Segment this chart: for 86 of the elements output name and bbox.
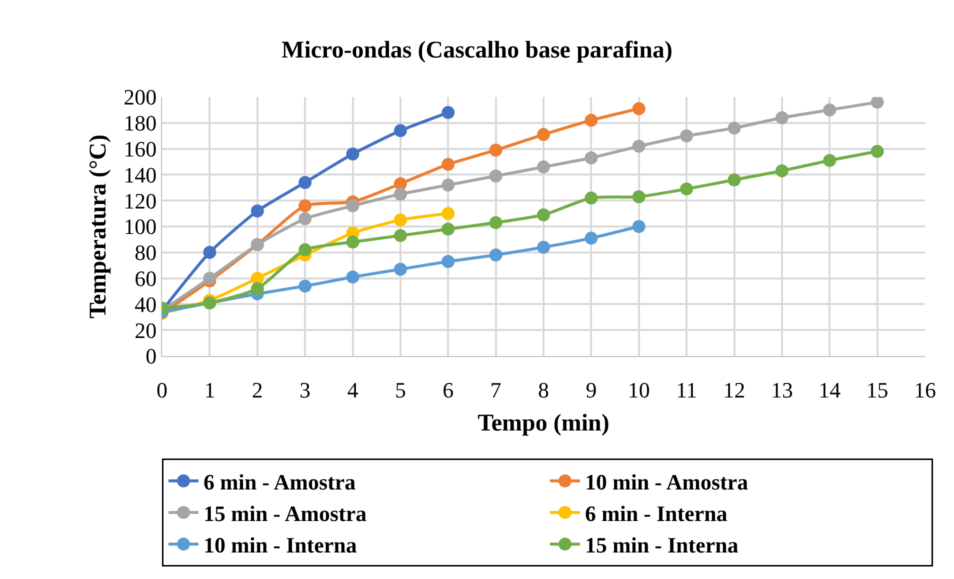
x-tick-label: 10 xyxy=(628,377,650,402)
point xyxy=(728,173,741,186)
x-tick-label: 6 xyxy=(442,377,454,402)
point xyxy=(346,147,360,160)
point xyxy=(537,160,550,174)
point xyxy=(203,246,216,259)
point xyxy=(442,222,455,236)
point xyxy=(489,216,502,230)
point xyxy=(680,129,694,142)
point xyxy=(584,232,598,245)
point xyxy=(298,199,312,212)
point xyxy=(728,122,741,135)
point xyxy=(442,207,455,220)
y-tick-label: 120 xyxy=(124,188,157,214)
point xyxy=(298,243,312,256)
point xyxy=(775,164,788,178)
point xyxy=(298,212,312,226)
x-tick-label: 9 xyxy=(586,377,597,402)
point xyxy=(680,182,694,196)
point xyxy=(298,176,312,189)
legend-label: 10 min - Amostra xyxy=(585,469,748,494)
legend-label: 6 min - Interna xyxy=(585,501,728,526)
point xyxy=(394,124,407,138)
point xyxy=(632,140,646,153)
point xyxy=(203,272,216,285)
point xyxy=(870,97,884,109)
y-axis-title: Temperatura (°C) xyxy=(86,134,112,319)
y-tick-label: 140 xyxy=(124,162,157,188)
point xyxy=(632,220,646,233)
legend-label: 15 min - Amostra xyxy=(204,501,367,526)
point xyxy=(394,214,407,227)
y-tick-label: 0 xyxy=(146,344,157,369)
y-tick-label: 200 xyxy=(124,84,157,110)
point xyxy=(632,190,646,204)
y-tick-label: 60 xyxy=(134,266,157,291)
point xyxy=(442,158,455,171)
x-tick-label: 2 xyxy=(252,377,263,402)
point xyxy=(537,208,550,222)
y-tick-label: 40 xyxy=(134,292,157,317)
x-tick-label: 4 xyxy=(347,377,358,402)
x-tick-label: 1 xyxy=(204,377,216,402)
point xyxy=(489,248,502,262)
x-tick-label: 11 xyxy=(676,377,698,402)
y-tick-label: 80 xyxy=(134,240,157,266)
x-tick-label: 8 xyxy=(538,377,549,402)
x-tick-label: 5 xyxy=(394,377,406,402)
point xyxy=(584,114,598,127)
x-tick-label: 15 xyxy=(866,377,888,402)
x-tick-label: 12 xyxy=(723,377,746,402)
y-tick-label: 160 xyxy=(124,136,157,162)
legend-label: 10 min - Interna xyxy=(204,532,357,558)
point xyxy=(584,151,598,164)
point xyxy=(442,254,455,268)
point xyxy=(537,240,550,254)
point xyxy=(250,282,264,296)
chart-title: Micro-ondas (Cascalho base parafina) xyxy=(282,38,672,64)
x-tick-label: 7 xyxy=(490,377,502,402)
point xyxy=(346,270,360,284)
x-tick-label: 3 xyxy=(300,377,311,402)
legend-label: 15 min - Interna xyxy=(585,532,738,558)
point xyxy=(584,192,598,205)
point xyxy=(250,204,264,218)
point xyxy=(823,103,836,116)
point xyxy=(442,106,455,120)
point xyxy=(442,178,455,192)
x-tick-label: 13 xyxy=(770,377,793,402)
point xyxy=(394,188,407,201)
point xyxy=(394,229,407,242)
x-tick-label: 16 xyxy=(914,377,936,402)
point xyxy=(489,170,502,182)
point xyxy=(346,199,360,212)
point xyxy=(632,102,646,116)
x-axis-title: Tempo (min) xyxy=(478,410,610,437)
point xyxy=(870,144,884,158)
point xyxy=(537,128,550,142)
y-tick-label: 20 xyxy=(134,318,157,343)
point xyxy=(823,154,836,167)
legend-label: 6 min - Amostra xyxy=(204,469,356,494)
y-tick-label: 180 xyxy=(124,110,157,136)
point xyxy=(394,262,407,276)
point xyxy=(346,236,360,249)
x-tick-label: 14 xyxy=(818,377,841,402)
point xyxy=(298,280,312,293)
point xyxy=(489,144,502,157)
y-tick-label: 100 xyxy=(124,214,157,240)
point xyxy=(775,111,788,124)
